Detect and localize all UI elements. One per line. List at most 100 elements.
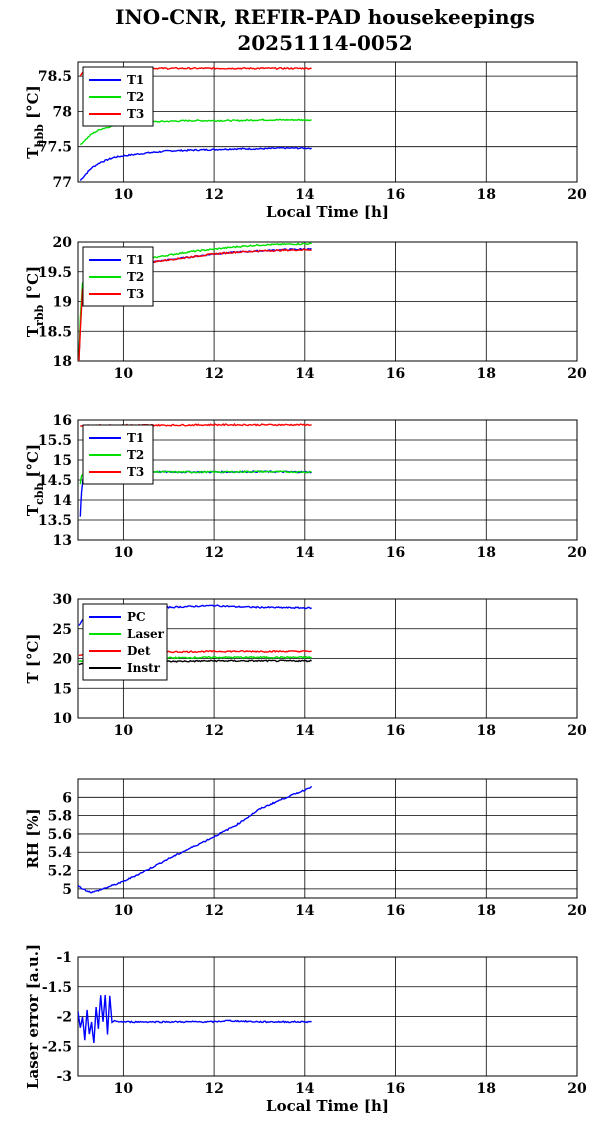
- plot-area: [77, 778, 578, 899]
- y-tick-label: 19.5: [38, 265, 72, 281]
- x-axis-label: Local Time [h]: [266, 203, 389, 221]
- legend: T1 T2 T3: [82, 246, 154, 307]
- y-tick-label: 5.4: [48, 845, 73, 861]
- y-tick-label: 25: [53, 622, 72, 638]
- x-tick-label: 20: [567, 903, 587, 919]
- y-tick-label: 20: [53, 235, 73, 251]
- x-tick-label: 16: [386, 187, 405, 203]
- chart-panel-3: 10 12 14 16 18 20 13 13.5 14 14.5 15 15.5 16 T1 T2 T3 Tc…: [24, 413, 587, 561]
- y-tick-label: 13: [53, 533, 72, 549]
- legend-label: T1: [127, 73, 144, 87]
- x-tick-label: 14: [295, 545, 315, 561]
- x-tick-label: 12: [204, 366, 223, 382]
- x-tick-label: 10: [114, 903, 134, 919]
- x-tick-label: 12: [204, 1081, 223, 1097]
- y-tick-label: 78: [53, 104, 72, 120]
- x-tick-label: 12: [204, 723, 223, 739]
- series-line-t1: [79, 146, 312, 182]
- legend: PC Laser Det Instr: [82, 603, 168, 681]
- y-tick-label: 19: [53, 295, 72, 311]
- legend-label: PC: [127, 610, 146, 624]
- x-tick-label: 14: [295, 1081, 315, 1097]
- y-tick-label: 14: [53, 493, 73, 509]
- legend-label: T3: [127, 107, 144, 121]
- y-tick-label: 5.8: [48, 809, 72, 825]
- y-tick-label: 15.5: [38, 433, 72, 449]
- series-line-data: [78, 785, 313, 894]
- x-axis-label: Local Time [h]: [266, 1097, 389, 1115]
- x-tick-label: 16: [386, 723, 405, 739]
- x-tick-label: 14: [295, 723, 315, 739]
- title-line-1: INO-CNR, REFIR-PAD housekeepings: [115, 5, 535, 29]
- y-axis-label: T [°C]: [24, 633, 42, 683]
- x-tick-label: 20: [567, 723, 587, 739]
- x-tick-label: 10: [114, 187, 134, 203]
- x-tick-label: 20: [567, 366, 587, 382]
- title-line-2: 20251114-0052: [237, 31, 413, 55]
- y-tick-label: -1: [56, 950, 72, 966]
- x-tick-label: 14: [295, 187, 315, 203]
- x-tick-label: 20: [567, 545, 587, 561]
- x-tick-label: 18: [477, 723, 496, 739]
- x-tick-label: 12: [204, 903, 223, 919]
- y-tick-label: 77: [53, 175, 72, 191]
- legend-label: T2: [127, 270, 144, 284]
- y-tick-label: 15: [53, 681, 72, 697]
- x-tick-label: 16: [386, 1081, 405, 1097]
- y-tick-label: 15: [53, 453, 72, 469]
- x-tick-label: 16: [386, 903, 405, 919]
- x-tick-label: 20: [567, 187, 587, 203]
- y-axis-label: RH [%]: [24, 808, 42, 868]
- x-tick-label: 12: [204, 187, 223, 203]
- y-tick-label: 30: [53, 592, 73, 608]
- x-tick-label: 16: [386, 545, 405, 561]
- x-tick-label: 18: [477, 187, 496, 203]
- y-tick-label: 6: [62, 790, 72, 806]
- x-tick-label: 10: [114, 545, 134, 561]
- legend-label: T2: [127, 90, 144, 104]
- y-tick-label: 18.5: [38, 324, 72, 340]
- legend-label: T3: [127, 465, 144, 479]
- chart-panel-6: 10 12 14 16 18 20 -1 -1.5 -2 -2.5 -3 Laser error [a…: [24, 944, 587, 1115]
- y-tick-label: 14.5: [38, 473, 72, 489]
- x-tick-label: 16: [386, 366, 405, 382]
- y-tick-label: -3: [56, 1069, 72, 1085]
- x-tick-label: 18: [477, 366, 496, 382]
- y-axis-label: Trbb [°C]: [24, 266, 46, 337]
- chart-panel-5: 10 12 14 16 18 20 5 5.2 5.4 5.6 5.8 6 RH [%]: [24, 778, 587, 919]
- x-tick-label: 14: [295, 366, 315, 382]
- chart-panel-1: 10 12 14 16 18 20 77 77.5 78 78.5 T1 T2 T3 Thbb [°C] L…: [24, 61, 587, 221]
- y-axis-label: Thbb [°C]: [24, 85, 46, 158]
- x-tick-label: 10: [114, 366, 134, 382]
- x-tick-label: 20: [567, 1081, 587, 1097]
- y-tick-label: -1.5: [42, 980, 72, 996]
- legend-label: Instr: [127, 661, 161, 675]
- y-tick-label: 5.2: [48, 864, 72, 880]
- y-tick-label: 78.5: [38, 69, 72, 85]
- legend-label: T3: [127, 287, 144, 301]
- legend-label: Det: [127, 644, 151, 658]
- plot-area: [77, 61, 578, 183]
- legend-label: T2: [127, 448, 144, 462]
- chart-title: INO-CNR, REFIR-PAD housekeepings 2025111…: [0, 4, 595, 56]
- y-tick-label: -2.5: [42, 1039, 72, 1055]
- chart-panel-4: 10 12 14 16 18 20 10 15 20 25 30 PC Laser Det Instr T […: [24, 592, 587, 739]
- legend-label: Laser: [127, 627, 165, 641]
- legend: T1 T2 T3: [82, 424, 154, 485]
- y-tick-label: 20: [53, 652, 73, 668]
- y-axis-label: Tcbb [°C]: [24, 444, 46, 516]
- y-tick-label: 13.5: [38, 513, 72, 529]
- y-tick-label: -2: [56, 1010, 72, 1026]
- y-tick-label: 5.6: [48, 827, 72, 843]
- y-tick-label: 77.5: [38, 140, 72, 156]
- legend-label: T1: [127, 253, 144, 267]
- legend: T1 T2 T3: [82, 66, 154, 127]
- x-tick-label: 10: [114, 1081, 134, 1097]
- x-tick-label: 18: [477, 545, 496, 561]
- y-tick-label: 16: [53, 413, 72, 429]
- x-tick-label: 18: [477, 1081, 496, 1097]
- y-tick-label: 10: [53, 711, 73, 727]
- x-tick-label: 12: [204, 545, 223, 561]
- y-tick-label: 18: [53, 354, 72, 370]
